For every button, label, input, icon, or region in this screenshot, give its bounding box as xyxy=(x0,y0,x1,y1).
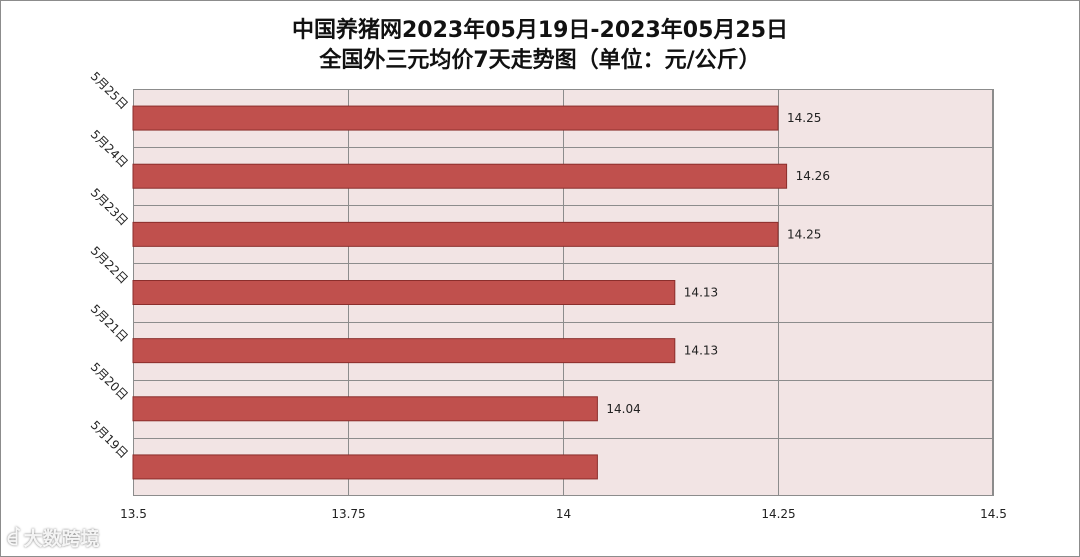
chart-title: 中国养猪网2023年05月19日-2023年05月25日 xyxy=(291,18,789,43)
y-category-label: 5月19日 xyxy=(88,418,131,461)
bar xyxy=(132,454,598,480)
x-tick-label: 13.5 xyxy=(120,507,147,521)
y-category-label: 5月24日 xyxy=(88,127,131,170)
bar xyxy=(132,280,676,305)
x-tick-label: 13.75 xyxy=(331,507,365,521)
y-category-label: 5月25日 xyxy=(88,69,131,112)
watermark: ꀸ 大数跨境 xyxy=(6,523,100,551)
data-label: 14.25 xyxy=(787,111,821,125)
bar xyxy=(132,338,676,364)
y-category-label: 5月20日 xyxy=(88,360,131,403)
data-label: 14.25 xyxy=(787,227,821,241)
watermark-text: 大数跨境 xyxy=(23,527,100,550)
watermark-logo-icon: ꀸ xyxy=(6,526,22,550)
bar xyxy=(132,105,779,131)
data-label: 14.26 xyxy=(796,169,830,183)
x-tick-label: 14 xyxy=(556,507,571,521)
data-label: 14.04 xyxy=(606,402,640,416)
bar xyxy=(132,163,788,189)
y-category-label: 5月22日 xyxy=(88,244,131,287)
chart-subtitle: 全国外三元均价7天走势图（单位：元/公斤） xyxy=(319,48,761,73)
x-tick-label: 14.25 xyxy=(761,507,795,521)
bar xyxy=(132,221,779,247)
x-tick-label: 14.5 xyxy=(980,507,1007,521)
data-label: 14.13 xyxy=(684,286,718,300)
y-category-label: 5月21日 xyxy=(88,302,131,345)
y-category-label: 5月23日 xyxy=(88,185,131,228)
data-label: 14.13 xyxy=(684,344,718,358)
bar xyxy=(132,396,598,422)
